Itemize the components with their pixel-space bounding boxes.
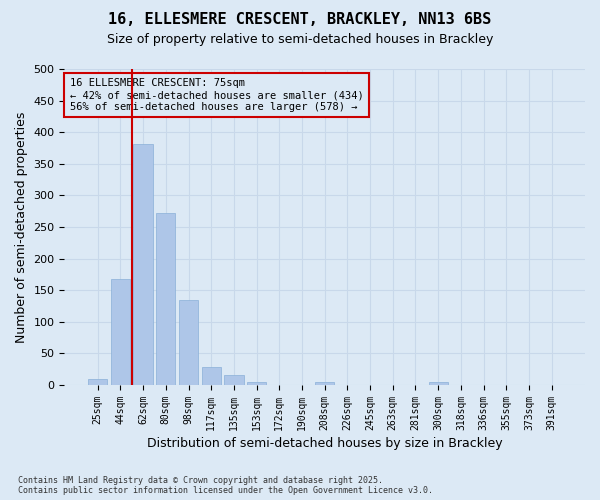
X-axis label: Distribution of semi-detached houses by size in Brackley: Distribution of semi-detached houses by … bbox=[147, 437, 503, 450]
Text: 16 ELLESMERE CRESCENT: 75sqm
← 42% of semi-detached houses are smaller (434)
56%: 16 ELLESMERE CRESCENT: 75sqm ← 42% of se… bbox=[70, 78, 364, 112]
Bar bbox=[428, 382, 448, 385]
Bar bbox=[111, 279, 130, 385]
Bar bbox=[224, 375, 244, 385]
Bar bbox=[247, 382, 266, 385]
Text: Contains HM Land Registry data © Crown copyright and database right 2025.
Contai: Contains HM Land Registry data © Crown c… bbox=[18, 476, 433, 495]
Bar bbox=[202, 368, 221, 385]
Bar bbox=[88, 379, 107, 385]
Bar bbox=[156, 213, 175, 385]
Bar bbox=[315, 382, 334, 385]
Y-axis label: Number of semi-detached properties: Number of semi-detached properties bbox=[15, 112, 28, 342]
Bar bbox=[133, 144, 153, 385]
Text: Size of property relative to semi-detached houses in Brackley: Size of property relative to semi-detach… bbox=[107, 32, 493, 46]
Bar bbox=[179, 300, 198, 385]
Text: 16, ELLESMERE CRESCENT, BRACKLEY, NN13 6BS: 16, ELLESMERE CRESCENT, BRACKLEY, NN13 6… bbox=[109, 12, 491, 28]
